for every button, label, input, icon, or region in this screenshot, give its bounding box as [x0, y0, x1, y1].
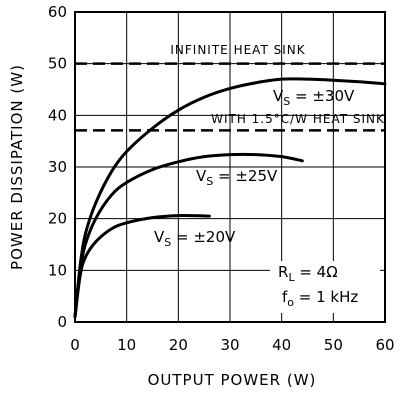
x-tick-label-5: 50: [324, 336, 343, 354]
ref-label-infinite: INFINITE HEAT SINK: [170, 43, 305, 57]
y-tick-label-0: 0: [57, 313, 67, 331]
x-tick-label-1: 10: [117, 336, 136, 354]
x-tick-labels: 0 10 20 30 40 50 60: [70, 336, 394, 354]
series-curve-0: [73, 77, 387, 319]
series-label-30v: VS = ±30V: [273, 87, 355, 108]
y-axis-label: POWER DISSIPATION (W): [8, 64, 26, 270]
frequency-label: fo = 1 kHz: [282, 288, 358, 309]
y-tick-label-6: 60: [48, 3, 67, 21]
series-curve-1: [73, 152, 304, 319]
reference-lines: [75, 62, 385, 132]
x-tick-label-4: 40: [272, 336, 291, 354]
y-tick-label-1: 10: [48, 261, 67, 279]
ref-label-heatsink: WITH 1.5°C/W HEAT SINK: [211, 112, 385, 126]
y-tick-label-4: 40: [48, 106, 67, 124]
load-resistance-label: RL = 4Ω: [278, 263, 338, 284]
y-tick-labels: 0 10 20 30 40 50 60: [48, 3, 67, 331]
plot-frame: [74, 11, 386, 323]
y-tick-label-3: 30: [48, 158, 67, 176]
x-tick-label-0: 0: [70, 336, 80, 354]
x-axis-label: OUTPUT POWER (W): [148, 371, 317, 389]
series-label-25v: VS = ±25V: [196, 167, 278, 188]
y-tick-label-5: 50: [48, 55, 67, 73]
x-tick-label-2: 20: [169, 336, 188, 354]
x-tick-label-6: 60: [375, 336, 394, 354]
y-tick-label-2: 20: [48, 210, 67, 228]
series-curve-2: [73, 214, 211, 319]
series-curves: [73, 77, 387, 319]
series-label-20v: VS = ±20V: [154, 228, 236, 249]
x-tick-label-3: 30: [220, 336, 239, 354]
param-box: [270, 261, 380, 313]
